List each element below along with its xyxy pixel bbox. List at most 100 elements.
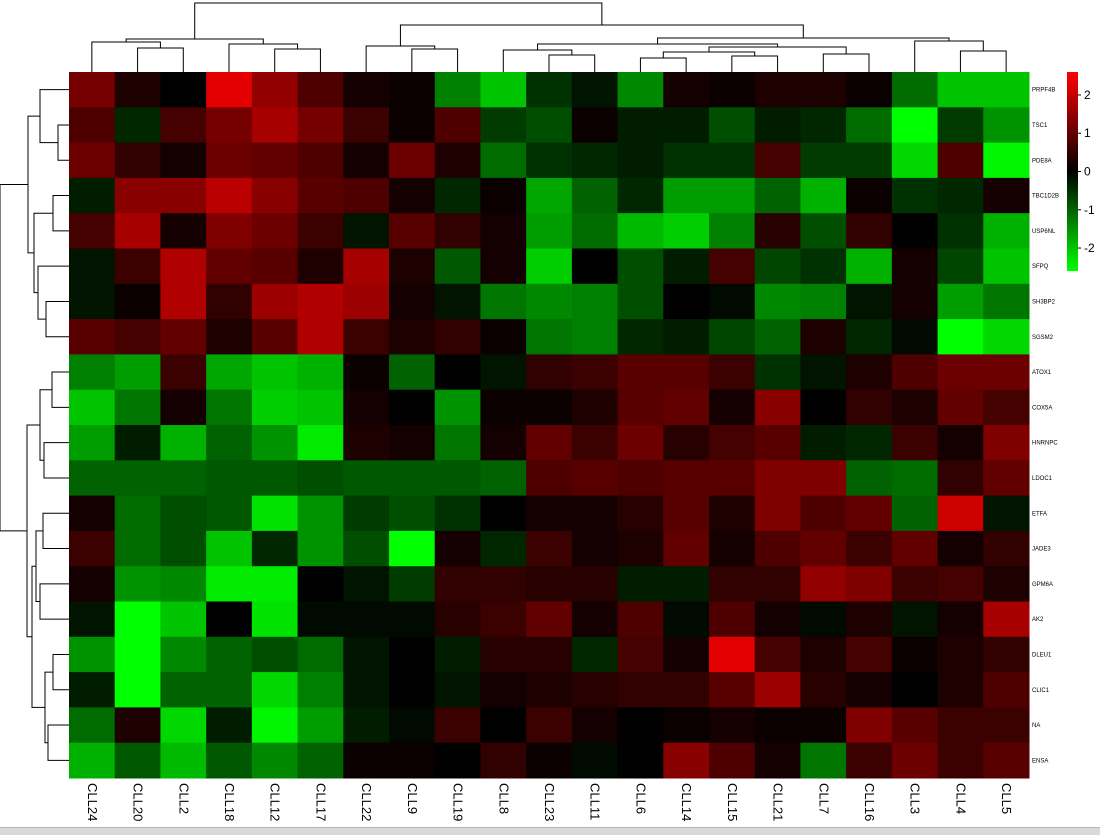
heatmap-cell xyxy=(480,283,527,320)
dendrogram-branch xyxy=(548,54,596,72)
heatmap-cell xyxy=(983,707,1030,744)
heatmap-cell xyxy=(571,495,619,532)
heatmap-cell xyxy=(251,672,299,708)
heatmap-cell xyxy=(571,707,619,744)
row-label: HNRNPC xyxy=(1032,441,1058,447)
heatmap-cell xyxy=(434,283,481,320)
dendrogram-branch xyxy=(959,50,1007,72)
heatmap-cell xyxy=(160,636,207,673)
heatmap-cell xyxy=(663,319,710,355)
heatmap-cell xyxy=(709,530,756,567)
heatmap-cell xyxy=(480,142,527,179)
heatmap-cell xyxy=(389,354,436,391)
heatmap-cell xyxy=(297,425,344,461)
heatmap-cell xyxy=(434,672,481,708)
heatmap-cell xyxy=(891,566,939,602)
heatmap-cell xyxy=(480,354,527,391)
heatmap-cell xyxy=(663,248,710,285)
heatmap-cell xyxy=(297,248,344,285)
heatmap-cell xyxy=(480,566,527,602)
heatmap-cell xyxy=(983,389,1030,426)
heatmap-cell xyxy=(846,389,893,426)
heatmap-cell xyxy=(937,283,984,320)
heatmap-cell xyxy=(297,601,344,638)
heatmap-cell xyxy=(297,177,344,214)
heatmap-cell xyxy=(343,177,390,214)
heatmap-cell xyxy=(937,142,984,179)
heatmap-cell xyxy=(434,248,481,285)
heatmap-cell xyxy=(389,707,436,744)
heatmap-cell xyxy=(480,707,527,744)
heatmap-cell xyxy=(480,177,527,214)
heatmap-cell xyxy=(526,107,573,144)
heatmap-cell xyxy=(937,425,984,461)
heatmap-cell xyxy=(891,107,939,144)
heatmap-cell xyxy=(846,742,893,779)
heatmap-cell xyxy=(754,177,801,214)
heatmap-cell xyxy=(983,742,1030,779)
legend-tick-label: 1 xyxy=(1084,126,1091,140)
heatmap-cell xyxy=(526,213,573,249)
heatmap-cell xyxy=(389,319,436,355)
heatmap-cell xyxy=(251,530,299,567)
heatmap-cell xyxy=(754,72,801,108)
heatmap-cell xyxy=(434,354,481,391)
heatmap-cell xyxy=(526,566,573,602)
heatmap-cell xyxy=(434,425,481,461)
heatmap-cell xyxy=(434,530,481,567)
heatmap-cell xyxy=(891,742,939,779)
row-label: AK2 xyxy=(1032,617,1044,623)
heatmap-cell xyxy=(891,72,939,108)
heatmap-cell xyxy=(389,742,436,779)
heatmap-cell xyxy=(114,530,161,567)
heatmap-cell xyxy=(160,319,207,355)
heatmap-cell xyxy=(389,460,436,497)
column-label: CLL14 xyxy=(679,783,694,821)
heatmap-cell xyxy=(891,530,939,567)
heatmap-cell xyxy=(754,566,801,602)
heatmap-cell xyxy=(160,354,207,391)
heatmap-cell xyxy=(663,460,710,497)
heatmap-cell xyxy=(206,72,253,108)
heatmap-cell xyxy=(663,354,710,391)
heatmap-cell xyxy=(389,248,436,285)
heatmap-cell xyxy=(571,460,619,497)
heatmap-cell xyxy=(617,72,664,108)
heatmap-cell xyxy=(69,213,116,249)
heatmap-cell xyxy=(434,107,481,144)
row-label: PDE8A xyxy=(1032,158,1052,164)
dendrogram-branch xyxy=(274,48,321,72)
heatmap-cell xyxy=(480,672,527,708)
column-label: CLL6 xyxy=(633,783,648,814)
heatmap-cell xyxy=(800,672,847,708)
heatmap-cell xyxy=(709,142,756,179)
heatmap-cell xyxy=(69,601,116,638)
heatmap-cell xyxy=(526,283,573,320)
heatmap-cell xyxy=(114,707,161,744)
column-label: CLL8 xyxy=(496,783,511,814)
heatmap-cell xyxy=(160,283,207,320)
dendrogram-branch xyxy=(137,47,184,72)
heatmap-cell xyxy=(69,530,116,567)
heatmap-cell xyxy=(617,707,664,744)
heatmap-cell xyxy=(434,213,481,249)
heatmap-cell xyxy=(343,530,390,567)
heatmap-cell xyxy=(983,72,1030,108)
heatmap-cell xyxy=(480,248,527,285)
heatmap-cell xyxy=(617,460,664,497)
heatmap-cell xyxy=(160,707,207,744)
heatmap-cell xyxy=(663,177,710,214)
heatmap-cell xyxy=(754,495,801,532)
heatmap-cell xyxy=(983,672,1030,708)
heatmap-cell xyxy=(206,248,253,285)
heatmap-cell xyxy=(114,319,161,355)
heatmap-cell xyxy=(891,177,939,214)
heatmap-cell xyxy=(571,530,619,567)
column-labels: CLL24 CLL20 CLL2 CLL18 CLL12 CLL17 CLL22 CLL9 CL… xyxy=(85,783,1014,821)
heatmap-cell xyxy=(69,354,116,391)
heatmap-cell xyxy=(251,389,299,426)
heatmap-cell xyxy=(206,707,253,744)
heatmap-cell xyxy=(709,672,756,708)
heatmap-cell xyxy=(206,142,253,179)
heatmap-cell xyxy=(846,107,893,144)
